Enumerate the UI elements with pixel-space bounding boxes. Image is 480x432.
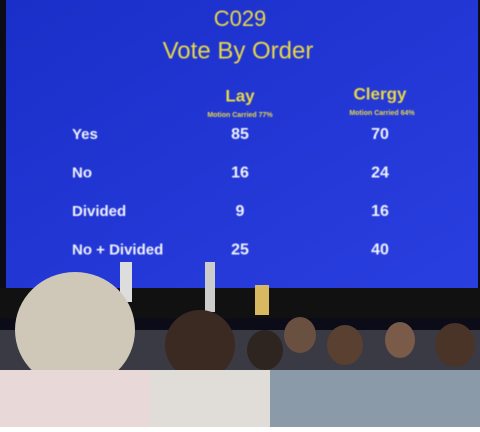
title: Vote By Order <box>163 37 314 64</box>
column-header: Lay <box>225 86 255 105</box>
head <box>327 325 363 365</box>
flag <box>255 285 269 315</box>
cell-value: 24 <box>371 165 389 182</box>
shirts <box>260 370 480 427</box>
cell-value: 9 <box>236 203 245 220</box>
head <box>247 330 283 370</box>
column-note: Motion Carried 77% <box>207 112 273 119</box>
column-note: Motion Carried 64% <box>349 110 415 117</box>
photo: C029 Vote By Order Lay Motion Carried 77… <box>0 0 480 427</box>
cell-value: 16 <box>371 203 389 220</box>
column-header: Clergy <box>354 84 407 103</box>
cell-value: 16 <box>231 165 249 182</box>
head <box>284 317 316 353</box>
row-label: No + Divided <box>72 241 163 258</box>
row-label: Yes <box>72 126 98 143</box>
cell-value: 85 <box>231 126 249 143</box>
shirt <box>0 370 150 427</box>
head <box>435 323 475 367</box>
cell-value: 40 <box>371 242 389 259</box>
cell-value: 70 <box>371 126 389 143</box>
code: C029 <box>214 6 267 31</box>
row-label: Divided <box>72 203 126 220</box>
shirt <box>140 370 270 427</box>
row-label: No <box>72 164 92 181</box>
flag-pole <box>205 262 215 312</box>
head <box>385 322 415 358</box>
head <box>165 310 235 380</box>
cell-value: 25 <box>231 242 249 259</box>
